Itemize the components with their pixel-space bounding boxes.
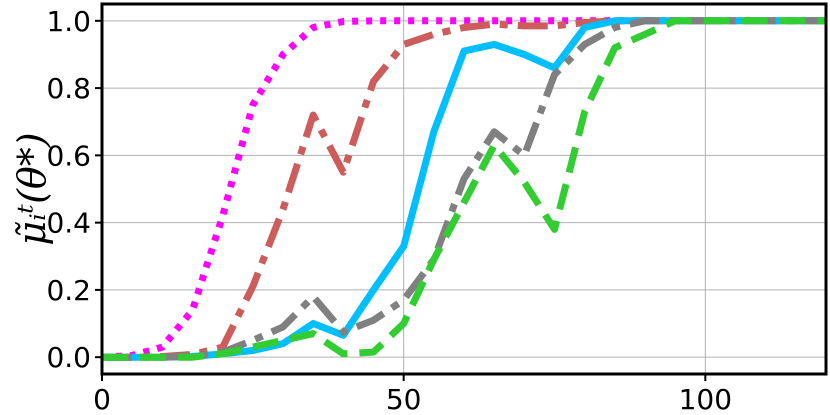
series-line-1 xyxy=(101,17,826,361)
y-tick-label: 0.8 xyxy=(46,72,91,105)
y-axis: 0.0 0.2 0.4 0.6 0.8 1.0 xyxy=(46,5,102,374)
plot-frame xyxy=(100,2,828,376)
series-group xyxy=(101,17,826,361)
y-tick-label: 0.4 xyxy=(46,207,91,240)
series-line-2 xyxy=(102,17,826,361)
x-tick-label: 50 xyxy=(386,383,422,415)
y-tick-label: 0.6 xyxy=(46,139,91,172)
series-line-5 xyxy=(102,17,826,361)
series-line-4 xyxy=(102,17,826,361)
x-tick-label: 0 xyxy=(93,383,111,415)
y-tick-label: 1.0 xyxy=(46,5,91,38)
x-tick-label: 100 xyxy=(679,383,732,415)
series-line-3 xyxy=(102,17,826,361)
x-axis: 0 50 100 xyxy=(93,374,732,415)
y-tick-label: 0.2 xyxy=(46,274,91,307)
y-tick-label: 0.0 xyxy=(46,341,91,374)
y-axis-label: μ̃ᵢᵗ(θ*) xyxy=(10,132,54,245)
